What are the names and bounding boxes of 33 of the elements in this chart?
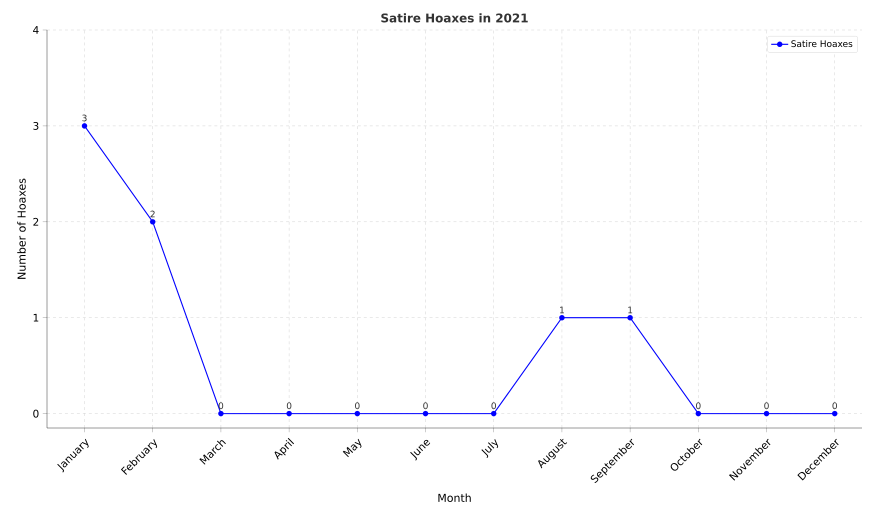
- point: [422, 410, 428, 416]
- y-tick-label: 3: [33, 122, 38, 130]
- data-label: 0: [832, 402, 837, 410]
- data-label: 1: [560, 306, 564, 314]
- data-label: 3: [82, 114, 87, 122]
- y-tick-label: 2: [33, 218, 38, 226]
- y-tick-label: 4: [33, 26, 39, 34]
- data-label: 0: [355, 402, 360, 410]
- data-label: 0: [764, 402, 769, 410]
- y-tick-label: 1: [34, 314, 38, 322]
- x-axis-title: Month: [438, 493, 471, 502]
- point: [696, 410, 702, 416]
- point: [150, 219, 156, 225]
- point: [286, 410, 292, 416]
- data-label: 2: [150, 210, 155, 218]
- y-tick-label: 0: [33, 410, 39, 418]
- point: [490, 410, 496, 416]
- point: [82, 123, 88, 129]
- point: [764, 410, 770, 416]
- data-label: 0: [491, 402, 496, 410]
- point: [354, 410, 360, 416]
- legend-label: Satire Hoaxes: [791, 40, 852, 48]
- point: [559, 314, 565, 320]
- y-axis-title: Number of Hoaxes: [17, 178, 26, 279]
- data-label: 0: [696, 402, 701, 410]
- chart-title: Satire Hoaxes in 2021: [381, 13, 528, 22]
- data-label: 0: [218, 402, 224, 410]
- data-label: 0: [423, 402, 428, 410]
- point: [627, 314, 633, 320]
- data-label: 0: [286, 402, 292, 410]
- point: [832, 410, 838, 416]
- data-label: 1: [628, 306, 632, 314]
- point: [218, 410, 224, 416]
